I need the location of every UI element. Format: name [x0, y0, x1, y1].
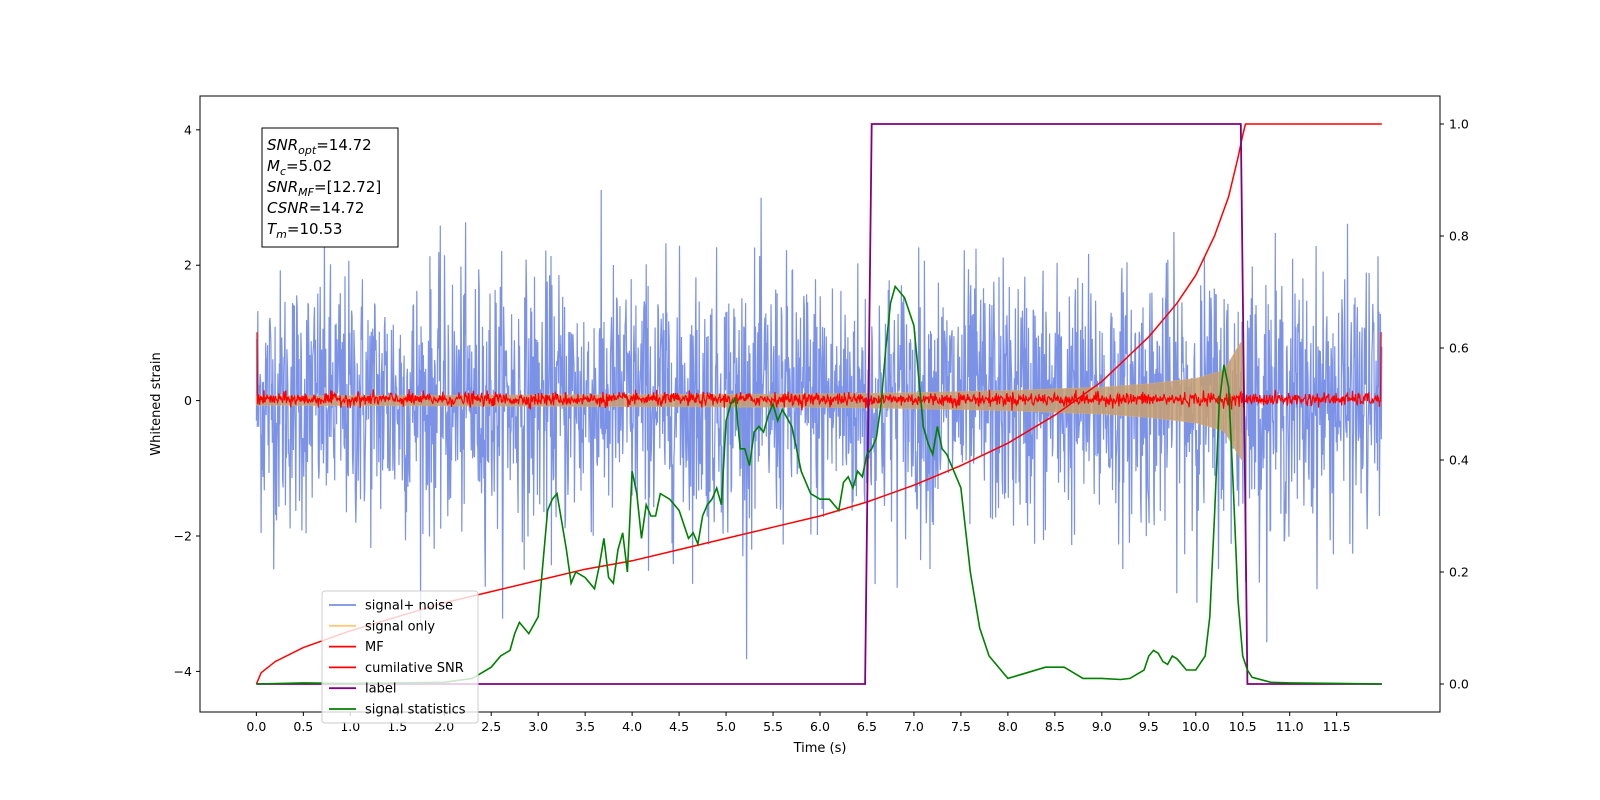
- x-tick-label: 3.5: [575, 719, 595, 734]
- x-tick-label: 10.5: [1229, 719, 1257, 734]
- x-tick-label: 0.0: [246, 719, 266, 734]
- x-tick-label: 11.5: [1323, 719, 1351, 734]
- y2-tick-label: 1.0: [1449, 117, 1469, 132]
- legend: signal+ noise signal only MF cumilative SNR…: [321, 590, 479, 724]
- annotation-frame: [261, 127, 399, 248]
- legend-label: label: [365, 682, 396, 697]
- series-signal-only: [256, 338, 1243, 463]
- series-mf: [256, 332, 1382, 411]
- x-tick-label: 11.0: [1276, 719, 1304, 734]
- x-tick-label: 9.5: [1139, 719, 1159, 734]
- legend-label: signal+ noise: [365, 599, 453, 614]
- y-axis-right: 0.0 0.2 0.4 0.6 0.8 1.0: [1440, 117, 1469, 692]
- x-tick-label: 8.5: [1045, 719, 1065, 734]
- y-axis-left: −4 −2 0 2 4: [174, 122, 200, 679]
- x-tick-label: 9.0: [1092, 719, 1112, 734]
- y-tick-label: −2: [174, 529, 192, 544]
- annotation-line: Mc=5.02: [267, 157, 332, 178]
- y-tick-label: 2: [184, 258, 192, 273]
- series-signal-statistics: [256, 284, 1382, 685]
- x-tick-label: 5.5: [763, 719, 783, 734]
- y-axis-label: Whitened strain: [149, 352, 164, 455]
- x-tick-label: 7.0: [904, 719, 924, 734]
- annotation-box: SNRopt=14.72Mc=5.02SNRMF=[12.72]CSNR=14.…: [261, 127, 399, 248]
- x-tick-label: 6.5: [857, 719, 877, 734]
- x-tick-label: 2.5: [481, 719, 501, 734]
- x-tick-label: 10.0: [1182, 719, 1210, 734]
- x-axis-label: Time (s): [793, 741, 847, 756]
- x-tick-label: 4.0: [622, 719, 642, 734]
- y2-tick-label: 0.2: [1449, 565, 1469, 580]
- y-tick-label: 0: [184, 393, 192, 408]
- x-tick-label: 7.5: [951, 719, 971, 734]
- y2-tick-label: 0.6: [1449, 341, 1469, 356]
- annotation-line: SNRMF=[12.72]: [267, 178, 381, 199]
- legend-label: MF: [365, 640, 384, 655]
- x-tick-label: 0.5: [293, 719, 313, 734]
- series-label: [256, 123, 1382, 685]
- x-tick-label: 4.5: [669, 719, 689, 734]
- legend-label: signal only: [365, 619, 435, 634]
- annotation-line: SNRopt=14.72: [267, 136, 372, 157]
- y2-tick-label: 0.4: [1449, 453, 1469, 468]
- annotation-line: CSNR=14.72: [267, 199, 364, 217]
- legend-frame: [321, 590, 479, 724]
- legend-label: cumilative SNR: [365, 661, 464, 676]
- x-tick-label: 8.0: [998, 719, 1018, 734]
- x-tick-label: 3.0: [528, 719, 548, 734]
- legend-label: signal statistics: [365, 703, 466, 718]
- y2-tick-label: 0.0: [1449, 677, 1469, 692]
- y2-tick-label: 0.8: [1449, 229, 1469, 244]
- x-tick-label: 5.0: [716, 719, 736, 734]
- annotation-line: Tm=10.53: [267, 220, 342, 241]
- y-tick-label: −4: [174, 664, 192, 679]
- y-tick-label: 4: [184, 122, 192, 137]
- x-tick-label: 6.0: [810, 719, 830, 734]
